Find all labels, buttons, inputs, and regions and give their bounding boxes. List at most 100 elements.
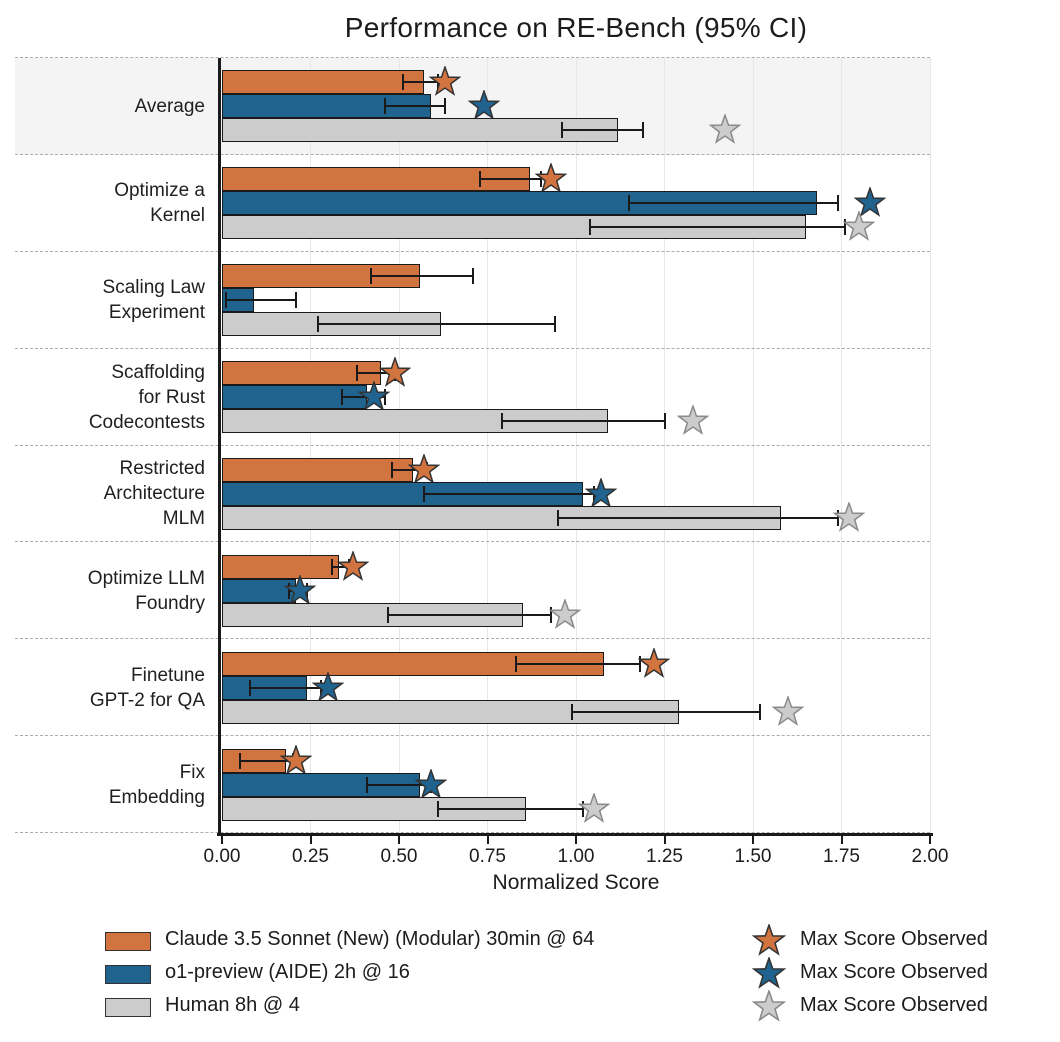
bar-claude bbox=[222, 167, 530, 192]
error-bar-cap bbox=[436, 800, 439, 817]
gridline bbox=[664, 58, 665, 833]
x-tick-mark bbox=[840, 836, 843, 844]
error-bar-cap bbox=[844, 219, 847, 236]
gridline bbox=[752, 58, 754, 833]
x-tick-mark bbox=[221, 836, 223, 844]
x-tick-mark bbox=[575, 836, 577, 844]
category-label: Optimize a Kernel bbox=[8, 155, 205, 252]
max-score-star bbox=[534, 162, 568, 195]
bar-human bbox=[222, 118, 619, 143]
error-bar-cap bbox=[759, 703, 762, 720]
legend-max-score-label: Max Score Observed bbox=[800, 928, 988, 950]
error-bar-line bbox=[384, 105, 445, 108]
x-tick-label: 0.50 bbox=[380, 846, 418, 867]
error-bar-cap bbox=[638, 655, 641, 672]
error-bar-line bbox=[561, 129, 644, 132]
error-bar-cap bbox=[224, 292, 227, 309]
bar-claude bbox=[222, 361, 382, 386]
error-bar-cap bbox=[642, 122, 645, 139]
error-bar-cap bbox=[589, 219, 592, 236]
error-bar-line bbox=[250, 686, 322, 689]
error-bar-cap bbox=[341, 389, 344, 406]
error-bar-cap bbox=[836, 509, 839, 526]
category-label: Finetune GPT-2 for QA bbox=[8, 639, 205, 736]
error-bar-cap bbox=[390, 461, 393, 478]
error-bar-cap bbox=[288, 582, 291, 599]
legend-swatch-o1-preview bbox=[105, 965, 151, 984]
error-bar-cap bbox=[401, 74, 404, 91]
category-label-line: GPT-2 for QA bbox=[89, 689, 205, 711]
max-score-star bbox=[357, 379, 391, 413]
gridline bbox=[841, 58, 842, 833]
row-separator bbox=[15, 832, 930, 833]
category-label-line: Optimize LLM bbox=[87, 567, 205, 589]
x-tick-mark bbox=[663, 836, 666, 844]
category-label: Scaling Law Experiment bbox=[8, 252, 205, 349]
max-score-star bbox=[407, 452, 441, 486]
error-bar-cap bbox=[836, 195, 839, 212]
error-bar-line bbox=[558, 516, 838, 519]
row-separator bbox=[15, 638, 930, 640]
x-tick-mark bbox=[752, 836, 754, 844]
bar-claude bbox=[222, 457, 414, 482]
legend-star-icon bbox=[751, 955, 787, 991]
max-score-star bbox=[676, 403, 710, 437]
legend-series-label: o1-preview (AIDE) 2h @ 16 bbox=[165, 961, 410, 983]
x-tick-mark bbox=[309, 836, 312, 844]
category-label-line: Experiment bbox=[108, 302, 205, 324]
error-bar-cap bbox=[355, 365, 358, 382]
error-bar-line bbox=[370, 275, 474, 278]
category-label-line: Restricted bbox=[119, 458, 205, 480]
error-bar-cap bbox=[500, 413, 503, 430]
gridline bbox=[398, 58, 400, 833]
error-bar-cap bbox=[330, 558, 333, 575]
max-score-star bbox=[637, 646, 671, 680]
category-label-line: Codecontests bbox=[88, 411, 205, 433]
gridline bbox=[929, 58, 931, 833]
max-score-star bbox=[379, 355, 412, 389]
legend-max-score-label: Max Score Observed bbox=[800, 994, 988, 1016]
error-bar-line bbox=[515, 662, 640, 665]
category-label-line: MLM bbox=[162, 508, 205, 530]
gridline bbox=[487, 58, 488, 833]
max-score-star bbox=[414, 767, 448, 801]
error-bar-line bbox=[437, 807, 584, 810]
x-tick-mark bbox=[929, 836, 931, 844]
category-label: Scaffolding for Rust Codecontests bbox=[8, 349, 205, 446]
max-score-star bbox=[283, 573, 317, 607]
category-label: Optimize LLM Foundry bbox=[8, 542, 205, 639]
error-bar-cap bbox=[560, 122, 563, 139]
row-separator bbox=[15, 735, 930, 737]
error-bar-cap bbox=[387, 606, 390, 623]
error-bar-line bbox=[423, 492, 594, 495]
error-bar-line bbox=[342, 396, 385, 399]
error-bar-cap bbox=[238, 752, 241, 769]
max-score-star bbox=[772, 694, 805, 728]
max-score-star bbox=[311, 670, 345, 704]
max-score-star bbox=[336, 549, 370, 583]
error-bar-line bbox=[388, 613, 552, 616]
gridline bbox=[310, 58, 311, 833]
bar-claude bbox=[222, 70, 424, 95]
error-bar-line bbox=[225, 299, 297, 302]
error-bar-cap bbox=[472, 268, 475, 285]
error-bar-cap bbox=[582, 800, 585, 817]
legend-swatch-human bbox=[105, 998, 151, 1017]
x-axis-line bbox=[217, 833, 933, 836]
error-bar-line bbox=[317, 323, 555, 326]
max-score-star bbox=[549, 597, 582, 631]
max-score-star bbox=[467, 89, 501, 122]
error-bar-cap bbox=[553, 316, 556, 333]
error-bar-cap bbox=[557, 509, 560, 526]
legend-star-icon bbox=[751, 922, 787, 958]
category-label-line: Scaffolding bbox=[111, 361, 205, 383]
error-bar-cap bbox=[369, 268, 372, 285]
category-label-line: Embedding bbox=[108, 786, 205, 808]
error-bar-cap bbox=[550, 606, 553, 623]
error-bar-cap bbox=[383, 389, 386, 406]
gridline bbox=[575, 58, 577, 833]
category-label-line: for Rust bbox=[138, 386, 205, 408]
max-score-star bbox=[842, 210, 876, 243]
